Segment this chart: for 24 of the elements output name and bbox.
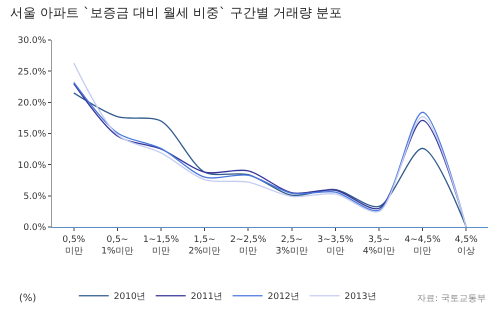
x-tick-label: 2~2,5% 미만: [230, 234, 267, 256]
legend-label: 2011년: [190, 292, 223, 302]
x-tick-label: 0,5% 미만: [62, 234, 86, 256]
y-tick-label: 30.0%: [18, 36, 47, 46]
chart-title: 서울 아파트 `보증금 대비 월세 비중` 구간별 거래량 분포: [10, 6, 342, 22]
legend-label: 2010년: [114, 292, 146, 302]
y-tick-label: 20.0%: [18, 98, 47, 108]
legend-label: 2013년: [344, 292, 376, 302]
x-tick-label: 3~3,5% 미만: [317, 234, 354, 256]
text: 자료: 국토교통부: [417, 294, 486, 304]
y-tick-label: 10.0%: [18, 160, 47, 171]
x-tick-label: 1~1,5% 미만: [142, 234, 180, 256]
x-tick-label: 2,5~ 3%미만: [276, 234, 308, 256]
x-tick-label: 3,5~ 4%미만: [362, 234, 396, 256]
x-tick-label: 1,5~ 2%미만: [188, 234, 221, 256]
x-tick-label: 4,5% 이상: [454, 234, 478, 256]
y-tick-label: 25.0%: [18, 67, 47, 78]
y-tick-label: 15.0%: [18, 130, 47, 140]
y-tick-label: 5.0%: [23, 192, 47, 202]
text: (%): [19, 293, 36, 304]
x-tick-label: 0,5~ 1%미만: [101, 234, 134, 256]
y-tick-label: 0.0%: [23, 223, 47, 234]
legend-label: 2012년: [268, 292, 300, 302]
x-tick-label: 4~4,5% 미만: [404, 234, 442, 256]
